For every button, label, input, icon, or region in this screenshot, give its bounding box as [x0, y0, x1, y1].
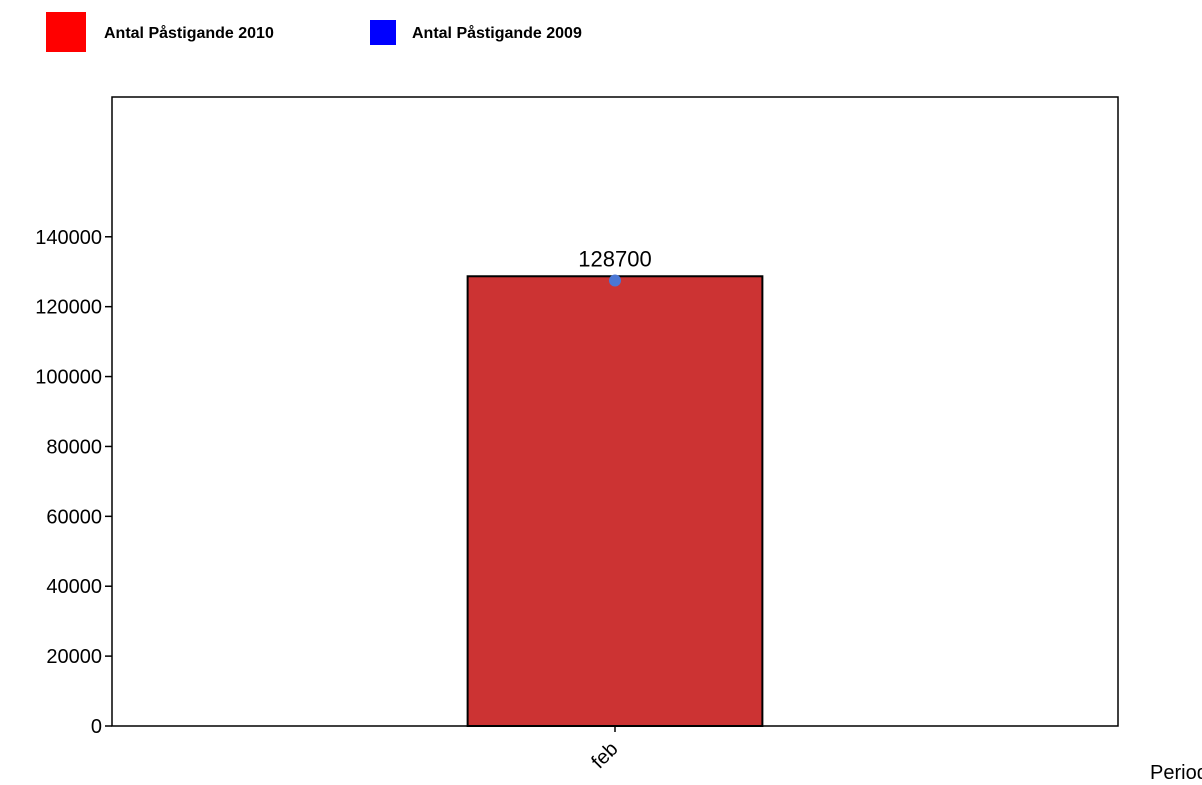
- x-axis: feb: [587, 726, 623, 773]
- y-tick-label-6: 120000: [35, 297, 102, 319]
- x-axis-title: Period: [1150, 762, 1202, 784]
- x-tick-label-feb: feb: [587, 738, 622, 773]
- data-labels: 128700: [578, 246, 651, 271]
- y-tick-label-3: 60000: [46, 506, 102, 528]
- data-label-feb: 128700: [578, 246, 651, 271]
- legend-label-2009: Antal Påstigande 2009: [412, 24, 582, 42]
- y-tick-label-2: 40000: [46, 576, 102, 598]
- bar-feb: [466, 275, 764, 727]
- y-axis: 0 20000 40000 60000 80000 100000 120000 140000: [35, 227, 112, 738]
- points: [609, 274, 621, 287]
- legend-swatch-2009: [370, 20, 396, 45]
- y-tick-label-7: 140000: [35, 227, 102, 249]
- legend: Antal Påstigande 2010 Antal Påstigande 2…: [46, 12, 582, 52]
- y-tick-label-0: 0: [91, 716, 102, 738]
- bars: [466, 275, 764, 727]
- legend-swatch-2010: [46, 12, 86, 52]
- y-tick-label-5: 100000: [35, 367, 102, 389]
- legend-label-2010: Antal Påstigande 2010: [104, 24, 274, 42]
- point-feb: [609, 274, 621, 287]
- y-tick-label-4: 80000: [46, 436, 102, 458]
- y-tick-label-1: 20000: [46, 646, 102, 668]
